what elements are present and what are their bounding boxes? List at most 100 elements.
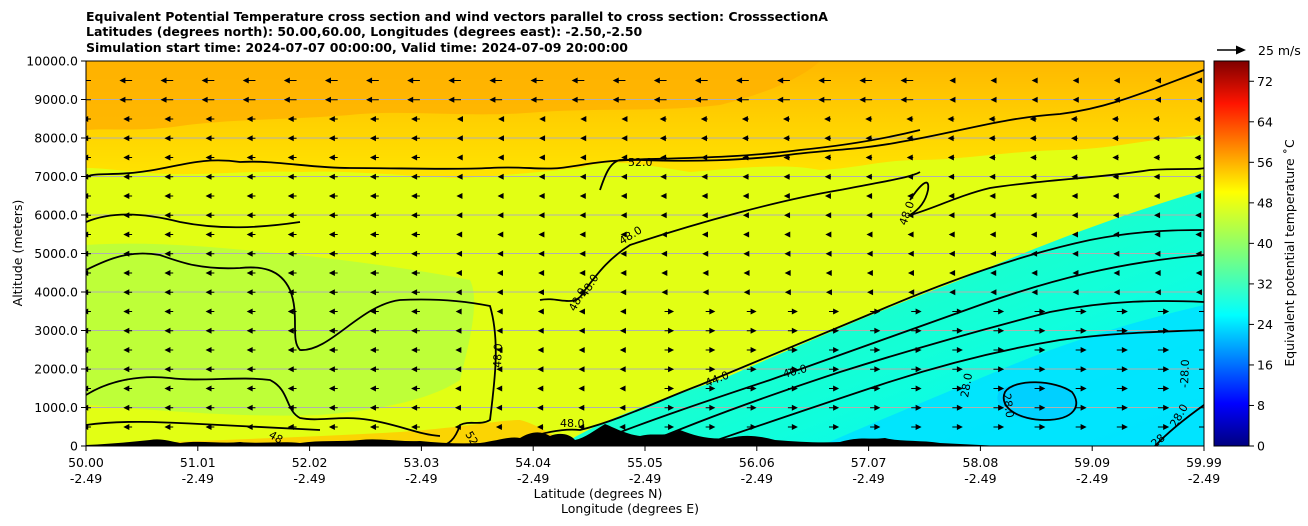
wind-vector-head xyxy=(496,347,503,353)
colorbar-tick-label: 48 xyxy=(1257,195,1273,210)
wind-vector-head xyxy=(742,154,749,161)
wind-vector-head xyxy=(998,385,1005,392)
wind-vector-head xyxy=(283,96,290,103)
wind-vector-head xyxy=(1039,404,1046,411)
wind-vector-head xyxy=(1163,347,1170,353)
wind-vector-head xyxy=(742,212,749,219)
wind-vector-head xyxy=(123,385,130,392)
wind-vector-head xyxy=(1030,231,1037,238)
y-axis-label: Altitude (meters) xyxy=(10,200,25,307)
wind-vector-head xyxy=(907,212,914,219)
wind-vector-head xyxy=(865,116,872,122)
wind-vector-head xyxy=(1071,212,1078,219)
wind-vector-head xyxy=(123,424,130,430)
wind-vector-head xyxy=(1072,289,1079,296)
wind-vector-head xyxy=(246,308,253,315)
wind-vector-head xyxy=(612,96,619,103)
wind-vector-head xyxy=(497,250,504,257)
field-upper-deep-orange xyxy=(86,61,820,130)
wind-vector-head xyxy=(661,250,668,257)
wind-vector-head xyxy=(287,250,294,257)
wind-vector-head xyxy=(990,77,997,84)
contour-28-loop xyxy=(1002,381,1078,421)
wind-vector-head xyxy=(1072,250,1079,257)
wind-vector-head xyxy=(495,424,502,430)
colorbar xyxy=(1213,60,1250,447)
wind-vector-head xyxy=(539,135,546,142)
wind-vector-head xyxy=(407,77,414,84)
wind-vector-head xyxy=(948,231,955,238)
wind-vector-head xyxy=(750,424,757,430)
wind-vector-head xyxy=(956,366,963,373)
wind-vector-head xyxy=(456,116,463,122)
wind-vector-head xyxy=(825,270,832,276)
wind-vector-head xyxy=(537,308,544,315)
wind-vector-head xyxy=(328,173,335,180)
wind-vector-head xyxy=(1154,250,1161,257)
wind-vector-head xyxy=(538,250,545,257)
wind-vector-head xyxy=(86,424,89,430)
wind-vector-head xyxy=(866,250,873,257)
wind-vector-head xyxy=(246,231,253,238)
wind-vector-head xyxy=(407,96,414,103)
wind-vector-head xyxy=(621,135,628,142)
wind-vector-head xyxy=(205,193,212,199)
wind-vector-head xyxy=(947,116,954,122)
wind-vector-head xyxy=(1154,96,1161,103)
colorbar-tick-label: 72 xyxy=(1257,74,1273,89)
wind-vector-head xyxy=(619,347,626,353)
wind-vector-head xyxy=(825,250,832,257)
wind-vector-head xyxy=(906,135,913,142)
wind-vector-head xyxy=(328,193,335,199)
wind-vector-head xyxy=(455,347,462,353)
wind-vector-head xyxy=(205,173,212,180)
wind-vector-head xyxy=(949,270,956,276)
wind-vector-head xyxy=(246,424,253,430)
wind-vector-head xyxy=(989,193,996,199)
wind-vector-head xyxy=(287,424,294,430)
x-tick-label-lon: -2.49 xyxy=(182,471,214,486)
wind-vector-head xyxy=(777,77,784,84)
y-axis: 0 1000.0 2000.0 3000.0 4000.0 5000.0 6000.0 700… xyxy=(26,54,86,454)
wind-vector-head xyxy=(1195,212,1202,219)
colorbar-tick-label: 16 xyxy=(1257,357,1273,372)
wind-vector-head xyxy=(988,116,995,122)
wind-vector-head xyxy=(578,308,585,315)
wind-vector-head xyxy=(455,385,462,392)
x-axis-label-lat: Latitude (degrees N) xyxy=(534,486,663,501)
wind-vector-head xyxy=(783,154,790,161)
wind-vector-head xyxy=(668,385,675,392)
wind-vector-head xyxy=(579,250,586,257)
wind-vector-head xyxy=(537,385,544,392)
wind-vector-head xyxy=(246,366,253,373)
wind-vector-head xyxy=(1031,96,1038,103)
wind-vector-head xyxy=(709,327,716,334)
wind-vector-head xyxy=(324,77,331,84)
wind-vector-head xyxy=(369,212,376,219)
wind-vector-head xyxy=(369,308,376,315)
wind-vector-head xyxy=(287,347,294,353)
wind-vector-head xyxy=(164,424,171,430)
wind-vector-head xyxy=(825,212,832,219)
wind-vector-head xyxy=(496,327,503,334)
wind-vector-head xyxy=(653,77,660,84)
wind-vector-head xyxy=(668,404,675,411)
contour-lines xyxy=(86,69,1204,446)
wind-vector-head xyxy=(456,193,463,199)
wind-vector-head xyxy=(328,231,335,238)
wind-vector-head xyxy=(287,327,294,334)
wind-vector-head xyxy=(164,154,171,161)
contour-36 xyxy=(639,300,1204,446)
wind-vector-head xyxy=(369,270,376,276)
wind-vector-head xyxy=(619,385,626,392)
wind-vector-head xyxy=(537,366,544,373)
wind-vector-head xyxy=(915,385,922,392)
wind-vector-head xyxy=(287,404,294,411)
wind-vector-head xyxy=(907,250,914,257)
wind-vector-head xyxy=(709,385,716,392)
wind-vector-head xyxy=(915,308,922,315)
wind-vector-head xyxy=(246,250,253,257)
wind-vector-head xyxy=(791,385,798,392)
wind-vector-head xyxy=(1029,116,1036,122)
